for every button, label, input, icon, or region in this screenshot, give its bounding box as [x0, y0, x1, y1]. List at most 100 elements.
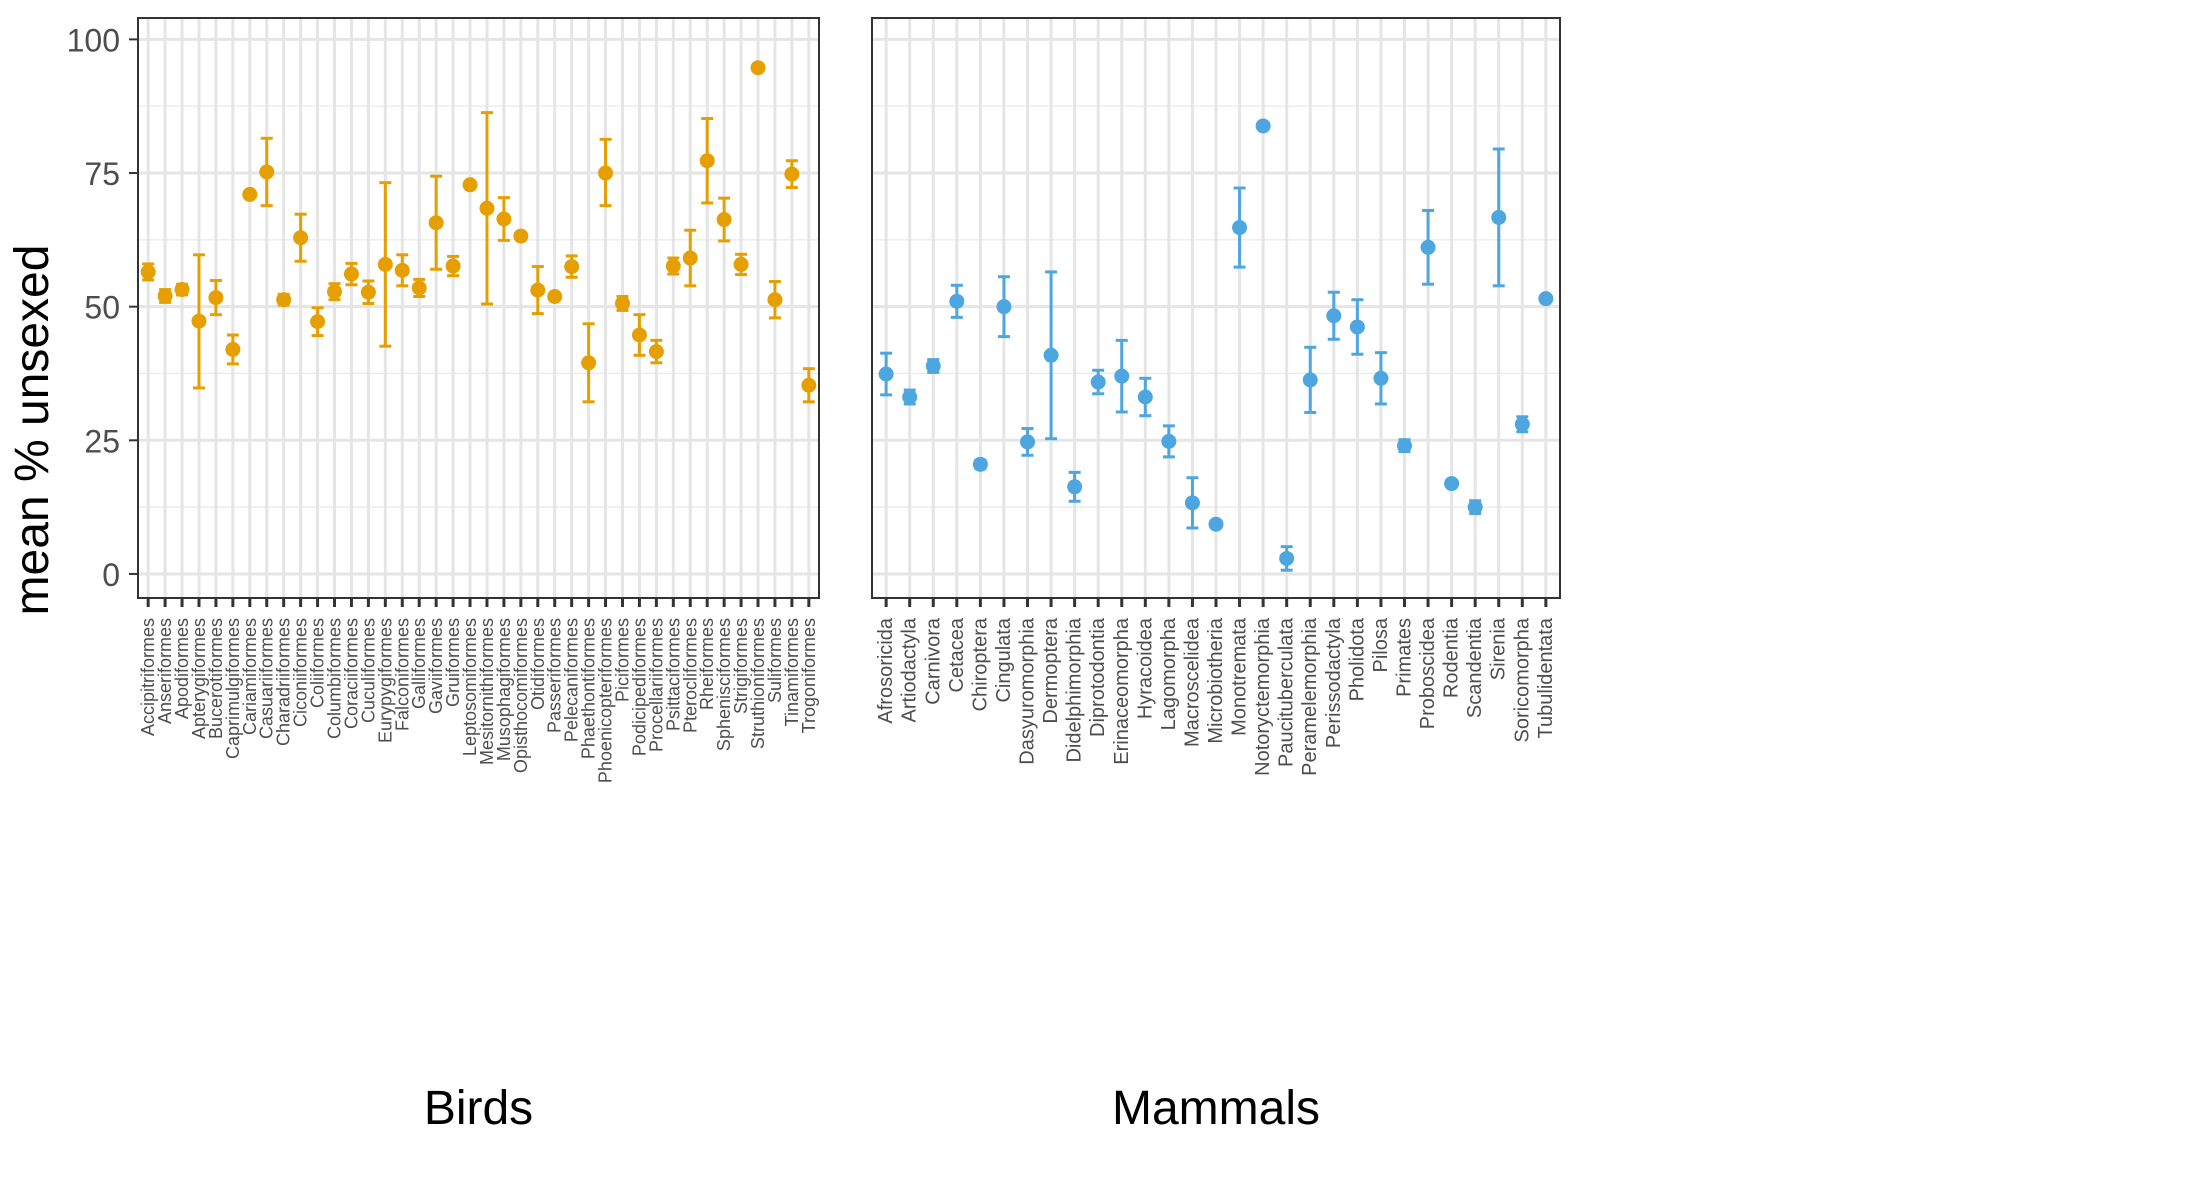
data-point — [1444, 476, 1460, 492]
y-tick-label: 50 — [84, 290, 120, 326]
x-tick-label: Cingulata — [993, 617, 1015, 702]
data-point — [902, 389, 918, 405]
data-point — [784, 166, 800, 182]
data-point — [682, 250, 698, 266]
x-tick-label: Carnivora — [922, 617, 944, 705]
x-tick-label: Cariamiformes — [240, 618, 260, 735]
data-point — [225, 341, 241, 357]
x-tick-label: Cuculiformes — [358, 618, 378, 723]
data-point — [1161, 433, 1177, 449]
x-tick-label: Lagomorpha — [1158, 617, 1180, 730]
x-tick-label: Charadriiformes — [274, 618, 294, 746]
panel-1: Afrosoricida Artiodactyla Carnivora Cetacea… — [871, 17, 1561, 1135]
data-point — [1067, 479, 1083, 495]
data-point — [878, 366, 894, 382]
x-tick-label: Didelphimorphia — [1064, 617, 1086, 762]
x-tick-label: Psittaciformes — [663, 618, 683, 731]
data-point — [1396, 438, 1412, 454]
x-tick-label: Coliiformes — [308, 618, 328, 708]
x-tick-label: Piciformes — [612, 618, 632, 702]
x-tick-label: Perissodactyla — [1323, 617, 1345, 748]
x-tick-label: Pilosa — [1370, 617, 1392, 672]
panel-border — [137, 17, 820, 599]
data-point — [598, 165, 614, 181]
data-point — [462, 177, 478, 193]
data-point — [996, 299, 1012, 315]
data-point — [1279, 550, 1295, 566]
x-tick-label: Peramelemorphia — [1299, 617, 1321, 776]
data-point — [949, 293, 965, 309]
data-point — [1302, 372, 1318, 388]
x-tick-label: Anseriformes — [155, 618, 175, 724]
x-tick-label: Opisthocomiformes — [511, 618, 531, 773]
x-tick-label: Caprimulgiformes — [223, 618, 243, 759]
data-point — [1208, 516, 1224, 532]
x-tick-label: Rheiformes — [697, 618, 717, 710]
x-tick-label: Podicipediformes — [629, 618, 649, 756]
x-tick-label: Pholidota — [1346, 617, 1368, 701]
x-tick-label: Strigiformes — [731, 618, 751, 714]
data-point — [513, 228, 529, 244]
x-tick-label: Tubulidentata — [1535, 617, 1557, 738]
data-point — [327, 284, 343, 300]
y-tick-label: 25 — [84, 423, 120, 459]
x-tick-label: Scandentia — [1464, 617, 1486, 718]
x-tick-label: Rodentia — [1441, 617, 1463, 698]
y-tick-label: 0 — [102, 557, 120, 593]
data-point — [394, 262, 410, 278]
data-point — [733, 256, 749, 272]
x-tick-label: Pterocliformes — [680, 618, 700, 733]
x-tick-label: Monotremata — [1229, 617, 1251, 736]
data-point — [699, 153, 715, 169]
data-point — [716, 212, 732, 228]
data-point — [1326, 308, 1342, 324]
data-point — [310, 314, 326, 330]
data-point — [1373, 370, 1389, 386]
x-tick-label: Apterygiformes — [189, 618, 209, 739]
x-tick-label: Chiroptera — [969, 617, 991, 711]
x-tick-label: Sphenisciformes — [714, 618, 734, 751]
x-tick-label: Dasyuromorphia — [1017, 617, 1039, 765]
x-tick-label: Coraciiformes — [341, 618, 361, 729]
x-tick-label: Afrosoricida — [875, 617, 897, 723]
data-point — [496, 211, 512, 227]
data-point — [377, 256, 393, 272]
data-point — [1090, 374, 1106, 390]
x-tick-label: Macroscelidea — [1181, 617, 1203, 747]
data-point — [445, 258, 461, 274]
x-tick-label: Sirenia — [1488, 617, 1510, 680]
data-point — [1349, 319, 1365, 335]
y-axis-title: mean % unsexed — [6, 245, 59, 616]
data-point — [259, 164, 275, 180]
data-point — [1184, 495, 1200, 511]
x-tick-label: Primates — [1393, 618, 1415, 697]
data-point — [925, 358, 941, 374]
x-tick-label: Eurypygiformes — [375, 618, 395, 743]
x-tick-label: Procellariiformes — [646, 618, 666, 752]
x-tick-label: Struthioniformes — [748, 618, 768, 749]
data-point — [208, 290, 224, 306]
data-point — [665, 258, 681, 274]
x-tick-label: Accipitriformes — [138, 618, 158, 736]
data-point — [614, 295, 630, 311]
x-tick-label: Hyracoidea — [1134, 617, 1156, 719]
x-tick-label: Diprotodontia — [1087, 617, 1109, 737]
x-tick-label: Phoenicopteriformes — [596, 618, 616, 783]
data-point — [1114, 368, 1130, 384]
x-tick-label: Erinaceomorpha — [1111, 617, 1133, 765]
x-tick-label: Otidiformes — [528, 618, 548, 710]
x-tick-label: Mesitornithiformes — [477, 618, 497, 765]
data-point — [972, 456, 988, 472]
x-tick-label: Phaethontiformes — [579, 618, 599, 759]
x-tick-label: Gaviiformes — [426, 618, 446, 714]
data-point — [1255, 118, 1271, 134]
x-tick-label: Artiodactyla — [899, 617, 921, 722]
x-tick-label: Microbiotheria — [1205, 617, 1227, 743]
x-axis-title: Birds — [424, 1082, 533, 1135]
data-point — [1043, 347, 1059, 363]
data-point — [547, 289, 563, 305]
x-tick-label: Paucituberculata — [1276, 617, 1298, 767]
x-tick-label: Dermoptera — [1040, 617, 1062, 723]
x-tick-label: Leptosomiformes — [460, 618, 480, 756]
